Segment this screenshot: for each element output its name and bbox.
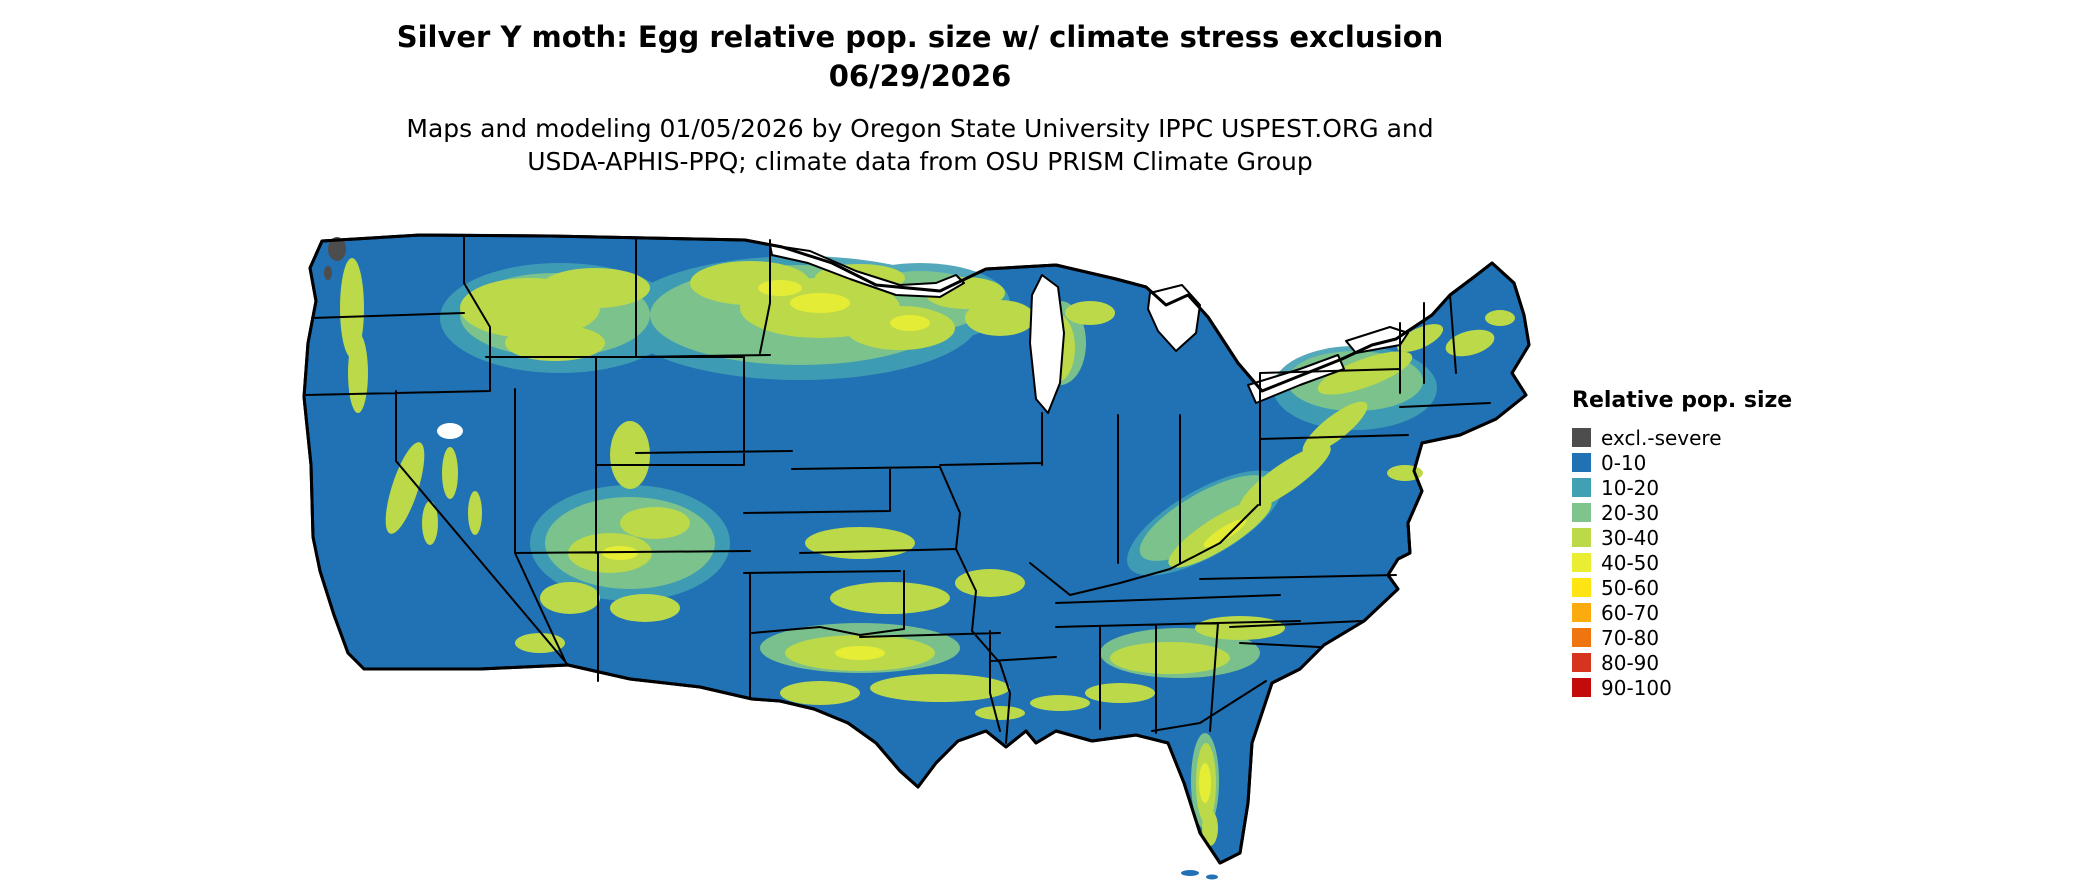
map-raster-patch bbox=[870, 674, 1010, 702]
legend-label: 50-60 bbox=[1601, 575, 1660, 600]
map-raster-patch bbox=[1396, 324, 1444, 352]
subtitle-line2: USDA-APHIS-PPQ; climate data from OSU PR… bbox=[527, 147, 1313, 177]
map-raster-patch bbox=[1317, 351, 1413, 395]
map-raster-patch bbox=[1199, 763, 1211, 803]
legend-swatch-50-60 bbox=[1572, 578, 1591, 597]
us-outline-stroke bbox=[302, 233, 1531, 865]
us-map-container bbox=[300, 222, 1532, 884]
legend-swatch-60-70 bbox=[1572, 603, 1591, 622]
legend-swatch-excl-severe bbox=[1572, 428, 1591, 447]
subtitle-line1: Maps and modeling 01/05/2026 by Oregon S… bbox=[406, 114, 1434, 144]
page-title-line1: Silver Y moth: Egg relative pop. size w/… bbox=[396, 20, 1444, 54]
legend-swatch-0-10 bbox=[1572, 453, 1591, 472]
map-raster-patch bbox=[1065, 301, 1115, 325]
legend-swatch-70-80 bbox=[1572, 628, 1591, 647]
legend-label: 90-100 bbox=[1601, 675, 1672, 700]
map-raster-patch bbox=[620, 507, 690, 539]
lake-ontario bbox=[1345, 326, 1409, 354]
map-raster-patch bbox=[790, 293, 850, 313]
legend-item-60-70: 60-70 bbox=[1572, 600, 1792, 625]
legend-label: 20-30 bbox=[1601, 500, 1660, 525]
map-raster-patch bbox=[975, 706, 1025, 720]
map-raster-patch bbox=[505, 325, 605, 361]
legend-item-10-20: 10-20 bbox=[1572, 475, 1792, 500]
lake-michigan bbox=[1029, 274, 1065, 414]
map-raster-patch bbox=[1110, 642, 1230, 674]
map-raster-patch bbox=[385, 442, 425, 534]
map-raster-patch bbox=[1085, 683, 1155, 703]
map-raster-patch bbox=[1202, 810, 1218, 846]
map-raster-patch bbox=[1302, 401, 1368, 455]
legend-label: excl.-severe bbox=[1601, 425, 1722, 450]
legend-label: 80-90 bbox=[1601, 650, 1660, 675]
legend-swatch-10-20 bbox=[1572, 478, 1591, 497]
map-raster-patch bbox=[830, 582, 950, 614]
legend-swatch-30-40 bbox=[1572, 528, 1591, 547]
map-raster-patch bbox=[1181, 870, 1199, 876]
map-raster-patch bbox=[442, 447, 458, 499]
legend-item-50-60: 50-60 bbox=[1572, 575, 1792, 600]
map-raster-patch bbox=[1239, 444, 1331, 512]
legend-label: 0-10 bbox=[1601, 450, 1647, 475]
map-raster-patch bbox=[1485, 310, 1515, 326]
legend-label: 70-80 bbox=[1601, 625, 1660, 650]
map-band-30-40 bbox=[340, 258, 1515, 846]
map-raster-patch bbox=[324, 266, 332, 280]
legend-item-40-50: 40-50 bbox=[1572, 550, 1792, 575]
legend-label: 10-20 bbox=[1601, 475, 1660, 500]
map-raster-patch bbox=[1445, 329, 1495, 357]
map-raster-patch bbox=[540, 582, 600, 614]
map-raster-patch bbox=[610, 421, 650, 489]
map-raster-patch bbox=[328, 237, 346, 261]
map-raster-patch bbox=[1206, 874, 1218, 880]
legend-item-0-10: 0-10 bbox=[1572, 450, 1792, 475]
legend-label: 30-40 bbox=[1601, 525, 1660, 550]
legend-item-30-40: 30-40 bbox=[1572, 525, 1792, 550]
map-raster-patch bbox=[835, 646, 885, 660]
map-raster-patch bbox=[1195, 616, 1285, 640]
legend-title: Relative pop. size bbox=[1572, 388, 1793, 413]
legend-item-70-80: 70-80 bbox=[1572, 625, 1792, 650]
legend-swatch-20-30 bbox=[1572, 503, 1591, 522]
map-raster-patch bbox=[610, 594, 680, 622]
map-raster-patch bbox=[955, 569, 1025, 597]
map-raster-patch bbox=[758, 280, 802, 296]
florida-keys bbox=[1181, 870, 1218, 880]
us-map bbox=[302, 233, 1531, 880]
legend-swatch-40-50 bbox=[1572, 553, 1591, 572]
legend: Relative pop. size excl.-severe 0-10 10-… bbox=[1572, 388, 1792, 700]
map-raster-patch bbox=[1139, 475, 1271, 561]
map-raster-patch bbox=[1030, 695, 1090, 711]
map-raster-patch bbox=[348, 333, 368, 413]
map-raster-patch bbox=[805, 527, 915, 559]
subtitle: Maps and modeling 01/05/2026 by Oregon S… bbox=[300, 112, 1540, 178]
map-raster-patch bbox=[890, 315, 930, 331]
header: Silver Y moth: Egg relative pop. size w/… bbox=[300, 18, 1540, 178]
legend-label: 60-70 bbox=[1601, 600, 1660, 625]
legend-swatch-90-100 bbox=[1572, 678, 1591, 697]
legend-swatch-80-90 bbox=[1572, 653, 1591, 672]
page-title-line2: 06/29/2026 bbox=[828, 59, 1012, 94]
state-borders bbox=[305, 236, 1491, 744]
map-band-excl-severe bbox=[324, 237, 346, 280]
legend-label: 40-50 bbox=[1601, 550, 1660, 575]
legend-item-80-90: 80-90 bbox=[1572, 650, 1792, 675]
map-raster-patch bbox=[540, 268, 650, 308]
legend-item-20-30: 20-30 bbox=[1572, 500, 1792, 525]
map-raster-patch bbox=[780, 681, 860, 705]
legend-item-excl-severe: excl.-severe bbox=[1572, 425, 1792, 450]
map-raster-patch bbox=[965, 300, 1035, 336]
map-raster-patch bbox=[468, 491, 482, 535]
map-raster-patch bbox=[422, 501, 438, 545]
legend-item-90-100: 90-100 bbox=[1572, 675, 1792, 700]
great-salt-lake bbox=[437, 423, 463, 439]
